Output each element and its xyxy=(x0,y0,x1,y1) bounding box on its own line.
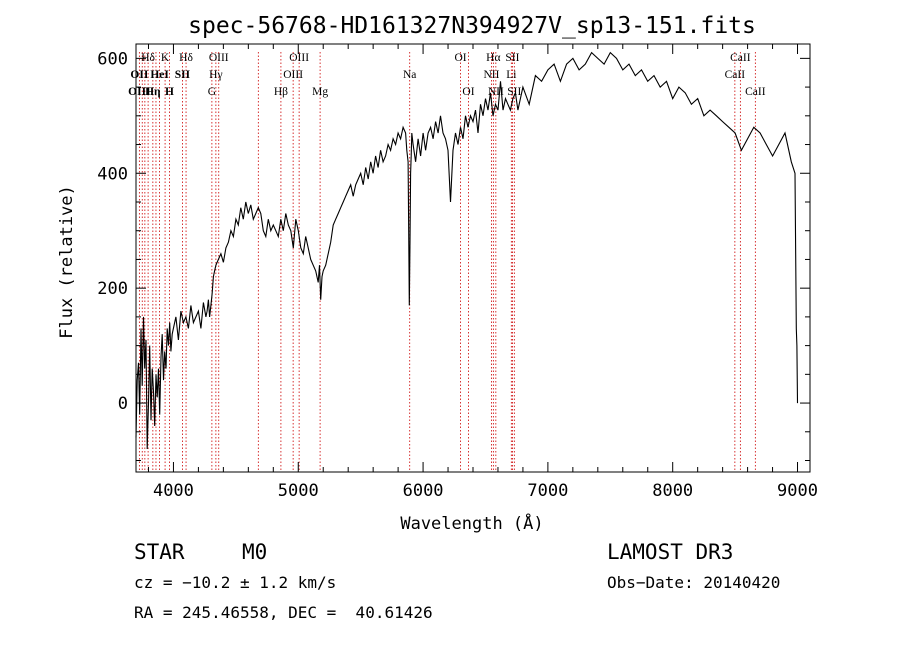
spectrum-series xyxy=(135,51,799,450)
line-label: SII xyxy=(507,86,521,98)
line-label: CaII xyxy=(745,86,766,98)
plot-frame xyxy=(135,43,811,473)
line-label: G xyxy=(208,86,216,98)
chart-title: spec-56768-HD161327N394927V_sp13-151.fit… xyxy=(188,13,756,39)
x-axis-label: Wavelength (Å) xyxy=(400,512,543,534)
line-label: OII xyxy=(130,69,148,81)
x-tick-label: 9000 xyxy=(777,481,818,501)
line-label: Mg xyxy=(312,86,328,98)
survey-name: LAMOST DR3 xyxy=(607,540,734,564)
line-label: Hδ xyxy=(141,52,155,64)
ra-dec-coordinates: RA = 245.46558, DEC = 40.61426 xyxy=(134,603,433,622)
object-subclass: M0 xyxy=(242,540,268,564)
line-label: OI xyxy=(454,52,466,64)
x-tick-label: 8000 xyxy=(652,481,693,501)
line-label: Hβ xyxy=(274,86,288,98)
line-label: SII xyxy=(505,52,519,64)
observation-date: Obs−Date: 20140420 xyxy=(607,573,781,592)
y-tick-label: 200 xyxy=(97,279,128,299)
line-label: NII xyxy=(483,69,499,81)
line-label: Hδ xyxy=(179,52,193,64)
y-tick-label: 0 xyxy=(118,394,128,414)
line-label: OIII xyxy=(289,52,309,64)
line-label: OIII xyxy=(128,86,151,98)
x-tick-label: 4000 xyxy=(153,481,194,501)
redshift-velocity: cz = −10.2 ± 1.2 km/s xyxy=(134,573,337,592)
line-label: K xyxy=(161,52,170,64)
line-label: OIII xyxy=(283,69,303,81)
spectral-line-markers xyxy=(138,52,756,472)
line-label: CaII xyxy=(730,52,751,64)
axis-tick-labels: 4000 5000 6000 7000 8000 9000 0 200 400 600 xyxy=(97,49,818,501)
line-label: Hα xyxy=(486,52,500,64)
line-label: OI xyxy=(462,86,474,98)
y-tick-label: 400 xyxy=(97,164,128,184)
line-label: Li xyxy=(506,69,516,81)
spectral-line-labels: Hδ K Hδ OIII OIII OI Hα SII CaII OII HeI SII Hγ OIII N… xyxy=(128,52,766,98)
x-tick-label: 5000 xyxy=(278,481,319,501)
line-label: Hγ xyxy=(209,69,222,81)
line-label: OIII xyxy=(209,52,229,64)
line-label: Hη xyxy=(145,86,161,98)
y-tick-label: 600 xyxy=(97,49,128,69)
y-axis-label: Flux (relative) xyxy=(57,185,77,339)
x-tick-label: 7000 xyxy=(527,481,568,501)
line-label: Na xyxy=(403,69,416,81)
axis-ticks xyxy=(136,44,810,472)
line-label: H xyxy=(165,86,174,98)
line-label: SII xyxy=(175,69,191,81)
line-label: HeI xyxy=(150,69,169,81)
object-class: STAR xyxy=(134,540,185,564)
x-tick-label: 6000 xyxy=(403,481,444,501)
line-label: CaII xyxy=(725,69,746,81)
